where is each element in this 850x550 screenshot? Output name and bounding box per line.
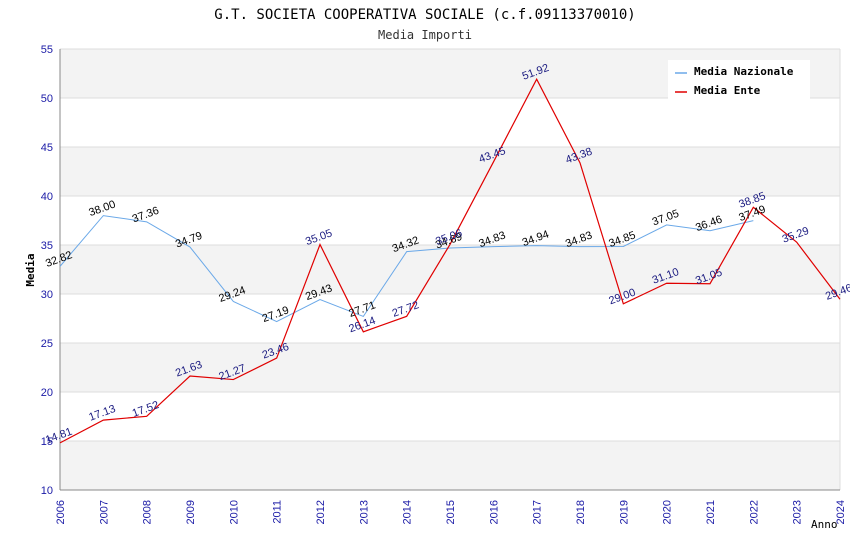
y-tick-label: 15 [41, 436, 53, 448]
x-tick-label: 2008 [142, 500, 154, 524]
grid-bands [60, 49, 840, 490]
x-tick-label: 2010 [228, 500, 240, 524]
x-tick-label: 2007 [98, 500, 110, 524]
y-tick-labels: 10 15 20 25 30 35 40 45 50 55 [41, 44, 53, 497]
y-tick-label: 55 [41, 44, 53, 56]
grid-band [60, 343, 840, 392]
y-tick-label: 20 [41, 387, 53, 399]
y-tick-label: 40 [41, 191, 53, 203]
x-tick-label: 2011 [272, 500, 284, 524]
x-tick-label: 2021 [705, 500, 717, 524]
x-tick-label: 2022 [748, 500, 760, 524]
series-line-media-ente [59, 77, 841, 444]
legend: Media Nazionale Media Ente [668, 60, 810, 102]
series-line-media-nazionale [59, 215, 754, 323]
x-tick-label: 2019 [618, 500, 630, 524]
x-tick-label: 2014 [402, 500, 414, 524]
y-tick-label: 35 [41, 240, 53, 252]
grid-band [60, 441, 840, 490]
grid-band [60, 196, 840, 245]
y-tick-label: 25 [41, 338, 53, 350]
chart-subtitle: Media Importi [378, 28, 472, 42]
x-tick-label: 2024 [835, 500, 847, 524]
y-tick-label: 50 [41, 93, 53, 105]
chart-title: G.T. SOCIETA COOPERATIVA SOCIALE (c.f.09… [214, 7, 635, 23]
grid-band [60, 147, 840, 196]
grid-band [60, 245, 840, 294]
series-lines [59, 77, 841, 444]
x-tick-label: 2020 [662, 500, 674, 524]
x-tick-label: 2017 [532, 500, 544, 524]
legend-label-media-ente: Media Ente [694, 84, 761, 97]
y-tick-label: 45 [41, 142, 53, 154]
x-tick-label: 2018 [575, 500, 587, 524]
y-axis-label: Media [24, 253, 37, 286]
y-tick-label: 30 [41, 289, 53, 301]
x-tick-label: 2006 [55, 500, 67, 524]
y-tick-label: 10 [41, 485, 53, 497]
grid-band [60, 98, 840, 147]
x-axis-label: Anno [811, 518, 838, 531]
grid-band [60, 392, 840, 441]
axes [59, 49, 840, 491]
x-tick-label: 2013 [358, 500, 370, 524]
legend-label-media-nazionale: Media Nazionale [694, 65, 794, 78]
x-tick-label: 2023 [792, 500, 804, 524]
grid-band [60, 294, 840, 343]
legend-box [668, 60, 810, 102]
x-tick-label: 2009 [185, 500, 197, 524]
x-tick-label: 2012 [315, 500, 327, 524]
x-tick-labels: 2006 2007 2008 2009 2010 2011 2012 2013 2014 2015… [55, 500, 847, 524]
x-tick-label: 2016 [488, 500, 500, 524]
grid-lines [60, 48, 841, 491]
x-tick-label: 2015 [445, 500, 457, 524]
